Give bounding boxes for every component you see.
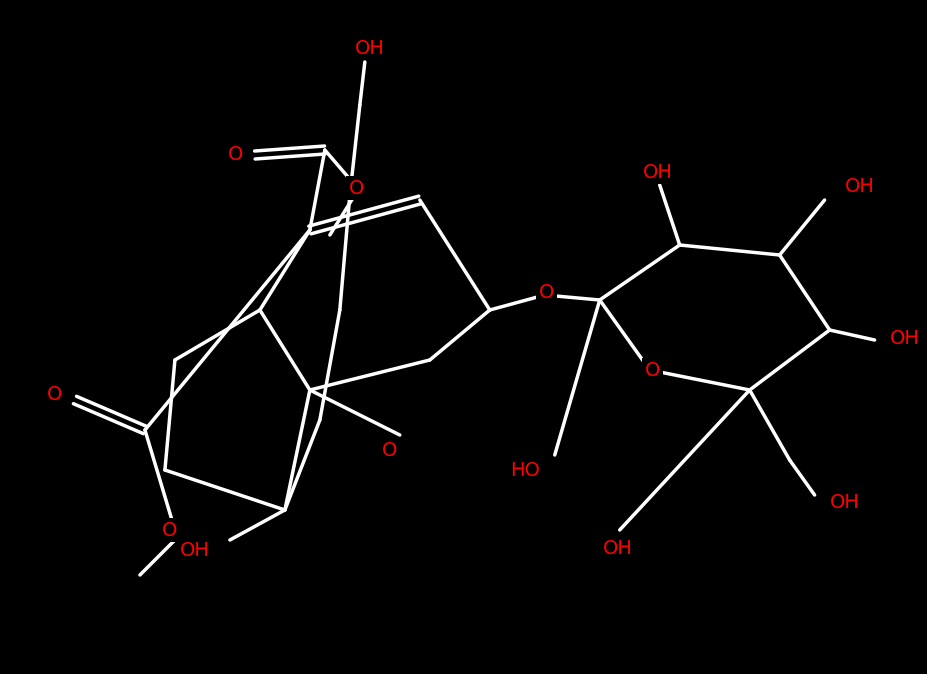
Text: OH: OH [354,38,385,57]
Text: HO: HO [509,460,540,479]
Text: O: O [349,179,364,197]
Text: O: O [46,386,62,404]
Text: O: O [227,146,243,164]
Text: O: O [162,520,177,539]
Text: OH: OH [642,162,672,181]
Text: OH: OH [180,541,210,559]
Text: O: O [382,441,397,460]
Text: OH: OH [829,493,858,512]
Text: OH: OH [603,539,632,557]
Text: O: O [539,282,553,301]
Text: OH: OH [844,177,873,197]
Text: O: O [644,361,660,379]
Text: OH: OH [889,328,919,348]
